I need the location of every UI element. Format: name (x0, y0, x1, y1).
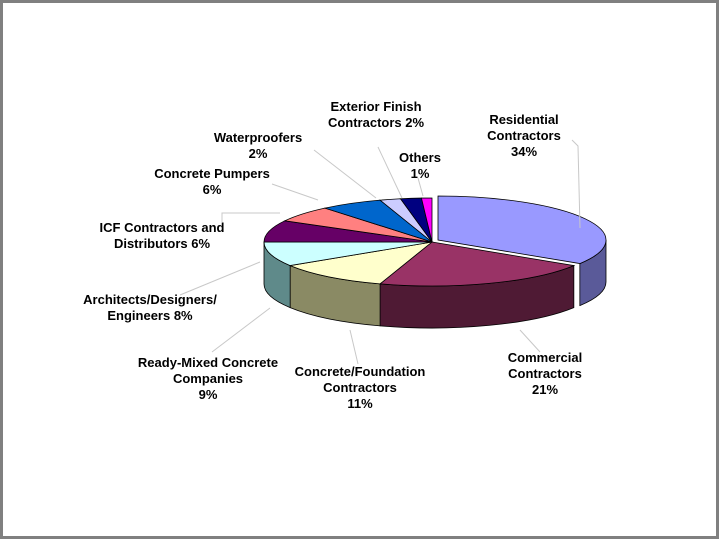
slice-label: Concrete/Foundation Contractors 11% (295, 364, 426, 411)
leader-line (417, 177, 424, 197)
leader-line (519, 329, 541, 353)
slice-label-line: Companies (173, 371, 243, 386)
pie-slice (379, 241, 576, 287)
slice-label: ICF Contractors and Distributors 6% (100, 220, 225, 251)
slice-label-line: Distributors 6% (114, 236, 211, 251)
pie-slice (437, 195, 607, 264)
leader-line (211, 307, 271, 353)
slice-label-line: Contractors (487, 128, 561, 143)
slice-label: Waterproofers 2% (214, 130, 302, 161)
slice-label-line: Others (399, 150, 441, 165)
leader-line (571, 139, 581, 229)
slice-label-line: Concrete Pumpers (154, 166, 270, 181)
slice-label-line: 34% (511, 144, 537, 159)
slice-label-line: 21% (532, 382, 558, 397)
slice-label-line: Architects/Designers/ (83, 292, 217, 307)
slice-label: Commercial Contractors 21% (508, 350, 582, 397)
slice-label-line: Waterproofers (214, 130, 302, 145)
leader-lines (179, 139, 581, 365)
leader-line (349, 329, 359, 365)
slice-label-line: Commercial (508, 350, 582, 365)
slice-label-line: 9% (199, 387, 218, 402)
slice-labels: Residential Contractors 34%Commercial Contr… (83, 99, 582, 411)
slice-label-line: Engineers 8% (107, 308, 193, 323)
slice-label-line: ICF Contractors and (100, 220, 225, 235)
slice-label-line: Contractors (323, 380, 397, 395)
slice-label-line: 11% (347, 396, 373, 411)
slice-label: Others 1% (399, 150, 441, 181)
slice-label: Exterior Finish Contractors 2% (328, 99, 425, 130)
leader-line (179, 261, 261, 296)
pie-slice (420, 197, 433, 243)
slice-label: Architects/Designers/Engineers 8% (83, 292, 217, 323)
leader-line (221, 212, 280, 222)
slice-label-line: Ready-Mixed Concrete (138, 355, 278, 370)
slice-label-line: Concrete/Foundation (295, 364, 426, 379)
pie-slice (263, 241, 433, 266)
pie-sides (263, 239, 607, 329)
slice-label-line: Residential (489, 112, 558, 127)
pie-tops (263, 195, 607, 287)
slice-label-line: Exterior Finish (330, 99, 421, 114)
slice-label-line: 6% (203, 182, 222, 197)
slice-label-line: 2% (249, 146, 268, 161)
leader-line (313, 149, 377, 199)
leader-line (377, 146, 403, 199)
slice-label: Residential Contractors 34% (487, 112, 561, 159)
slice-label-line: Contractors (508, 366, 582, 381)
pie-slice (288, 241, 434, 285)
slice-label: Ready-Mixed Concrete Companies 9% (138, 355, 278, 402)
slice-label-line: 1% (411, 166, 430, 181)
slice-label: Concrete Pumpers 6% (154, 166, 270, 197)
leader-line (271, 183, 319, 201)
slice-label-line: Contractors 2% (328, 115, 425, 130)
